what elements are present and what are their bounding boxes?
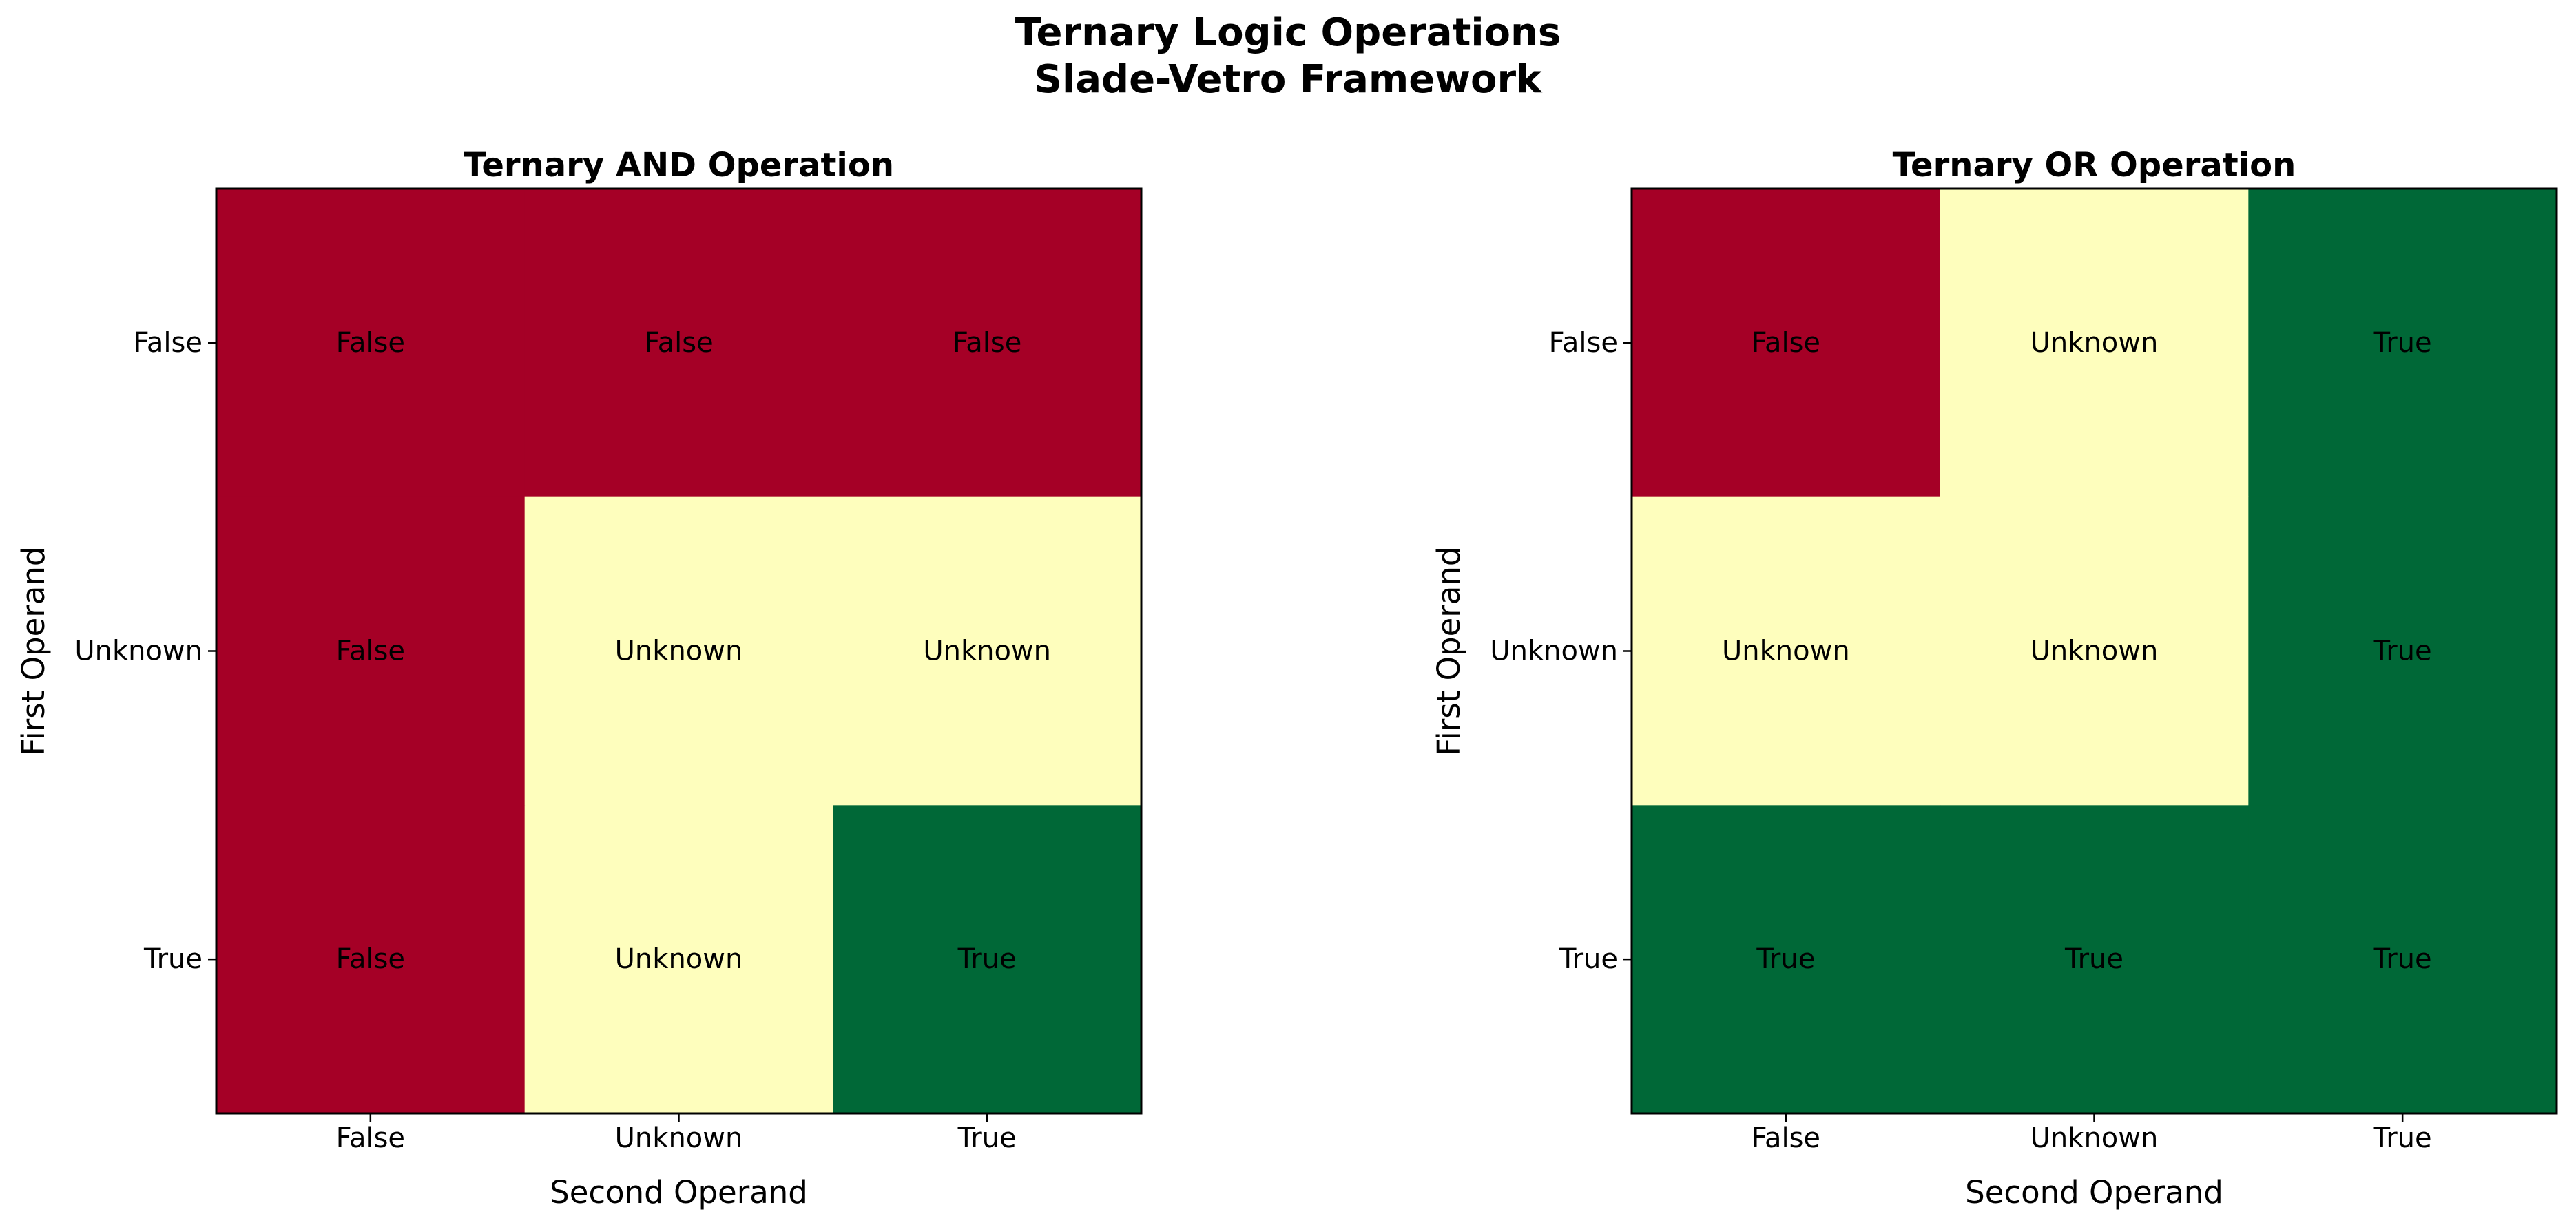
heatmap-cell (833, 805, 1142, 1114)
heatmap-cell (1940, 805, 2249, 1114)
heatmap-cell (1632, 805, 1941, 1114)
cell-label: False (336, 327, 405, 359)
cell-label: Unknown (1722, 636, 1850, 667)
cell-label: True (1756, 943, 1815, 975)
x-tick-label: Unknown (2030, 1122, 2159, 1154)
x-tick-label: True (2373, 1122, 2432, 1154)
heatmap-cell (1632, 189, 1941, 498)
cell-label: False (953, 327, 1021, 359)
cell-label: Unknown (2030, 636, 2159, 667)
heatmap-cell (216, 496, 526, 806)
y-tick-label: True (1559, 943, 1618, 975)
cell-label: True (2373, 636, 2432, 667)
cell-label: True (2064, 943, 2123, 975)
heatmap-cell (2248, 496, 2557, 806)
cell-label: True (2373, 327, 2432, 359)
cell-label: Unknown (615, 943, 743, 975)
x-tick-label: False (336, 1122, 405, 1154)
cell-label: Unknown (923, 636, 1051, 667)
heatmap-cell (216, 189, 526, 498)
cell-label: Unknown (2030, 327, 2159, 359)
x-axis-label: Second Operand (1965, 1174, 2223, 1211)
heatmap-panel-2: False Unknown True Unknown Unknown True True Tr… (1431, 146, 2558, 1211)
heatmap-cell (1940, 189, 2249, 498)
cell-label: True (2373, 943, 2432, 975)
heatmap-cell (1632, 496, 1941, 806)
y-tick-label: Unknown (1490, 636, 1618, 667)
x-tick-label: True (957, 1122, 1017, 1154)
cell-label: True (957, 943, 1017, 975)
panel-title: Ternary OR Operation (1893, 146, 2296, 185)
heatmap-panel-1: False False False False Unknown Unknown False U… (15, 146, 1143, 1211)
cell-label: False (644, 327, 713, 359)
figure-title-line-1: Ternary Logic Operations (1015, 10, 1561, 55)
figure-title-line-2: Slade-Vetro Framework (1034, 57, 1542, 102)
heatmap-cell (216, 805, 526, 1114)
y-tick-label: False (134, 327, 202, 359)
y-axis-label: First Operand (1431, 547, 1467, 756)
cell-label: False (336, 943, 405, 975)
panel-title: Ternary AND Operation (464, 146, 894, 185)
cell-label: False (1752, 327, 1820, 359)
heatmap-cell (524, 805, 833, 1114)
cell-label: Unknown (615, 636, 743, 667)
y-tick-label: True (143, 943, 202, 975)
cell-label: False (336, 636, 405, 667)
y-tick-label: Unknown (74, 636, 202, 667)
heatmap-cell (524, 496, 833, 806)
heatmap-cell (2248, 805, 2557, 1114)
heatmap-cell (2248, 189, 2557, 498)
y-axis-label: First Operand (15, 547, 52, 756)
heatmap-cell (1940, 496, 2249, 806)
x-axis-label: Second Operand (550, 1174, 808, 1211)
heatmap-cell (833, 496, 1142, 806)
x-tick-label: Unknown (615, 1122, 743, 1154)
heatmap-cell (833, 189, 1142, 498)
x-tick-label: False (1752, 1122, 1820, 1154)
heatmap-cell (524, 189, 833, 498)
y-tick-label: False (1549, 327, 1618, 359)
